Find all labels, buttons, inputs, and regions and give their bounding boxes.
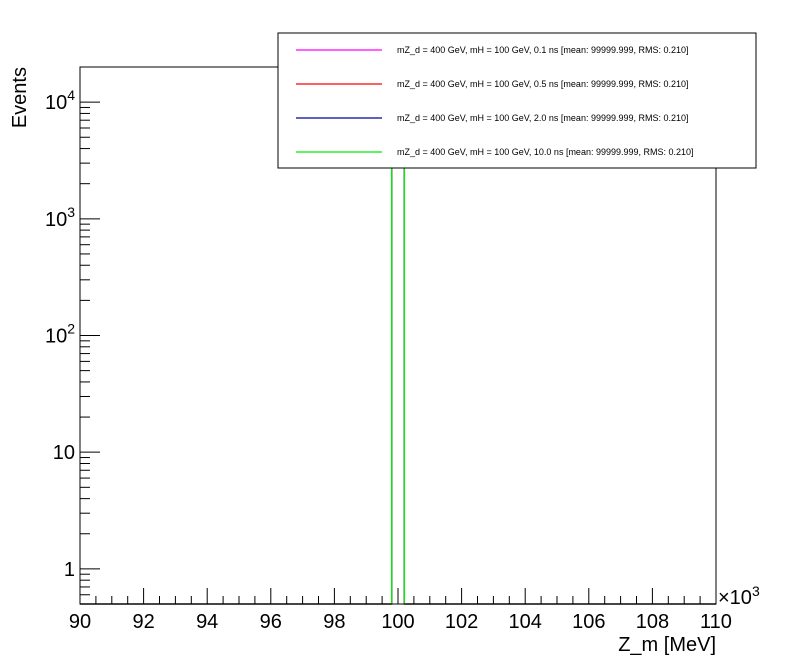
y-tick-label-power: 2: [67, 321, 75, 337]
y-tick-label: 10: [53, 442, 75, 464]
x-axis-exponent-base: ×10: [718, 587, 752, 609]
legend-label-2: mZ_d = 400 GeV, mH = 100 GeV, 2.0 ns [me…: [397, 113, 689, 123]
y-tick-label: 102: [45, 321, 75, 348]
x-tick-label: 102: [445, 611, 478, 633]
x-tick-label: 92: [132, 611, 154, 633]
x-axis-exponent-power: 3: [752, 583, 760, 599]
x-axis-exponent: ×103: [718, 583, 760, 609]
x-tick-label: 104: [509, 611, 542, 633]
legend-label-0: mZ_d = 400 GeV, mH = 100 GeV, 0.1 ns [me…: [397, 45, 689, 55]
y-tick-label-base: 10: [45, 92, 67, 114]
y-tick-label-base: 1: [64, 559, 75, 581]
y-tick-label-base: 10: [45, 209, 67, 231]
legend-label-3: mZ_d = 400 GeV, mH = 100 GeV, 10.0 ns [m…: [397, 147, 694, 157]
y-tick-label-base: 10: [45, 326, 67, 348]
y-tick-label: 104: [45, 87, 75, 114]
x-tick-label: 94: [196, 611, 218, 633]
x-tick-label: 110: [700, 611, 732, 633]
x-axis-title: Z_m [MeV]: [618, 634, 716, 656]
legend: mZ_d = 400 GeV, mH = 100 GeV, 0.1 ns [me…: [277, 32, 757, 169]
x-axis-ticks: [79, 588, 717, 604]
x-tick-label: 90: [69, 611, 91, 633]
y-tick-label-base: 10: [53, 442, 75, 464]
y-tick-label: 103: [45, 204, 75, 231]
y-axis-ticks: [80, 66, 100, 605]
y-tick-label: 1: [64, 559, 75, 581]
x-tick-label: 96: [260, 611, 282, 633]
x-tick-label: 106: [572, 611, 605, 633]
x-tick-labels: 90 92 94 96 98 100 102 104 106 108 110: [69, 611, 732, 633]
legend-label-1: mZ_d = 400 GeV, mH = 100 GeV, 0.5 ns [me…: [397, 79, 689, 89]
legend-box: [277, 32, 757, 169]
x-tick-label: 100: [381, 611, 414, 633]
y-axis-title: Events: [9, 67, 31, 128]
x-tick-label: 98: [323, 611, 345, 633]
y-tick-label-power: 4: [67, 87, 75, 103]
y-tick-label-power: 3: [67, 204, 75, 220]
x-tick-label: 108: [636, 611, 669, 633]
legend-entries: mZ_d = 400 GeV, mH = 100 GeV, 0.1 ns [me…: [296, 45, 694, 157]
